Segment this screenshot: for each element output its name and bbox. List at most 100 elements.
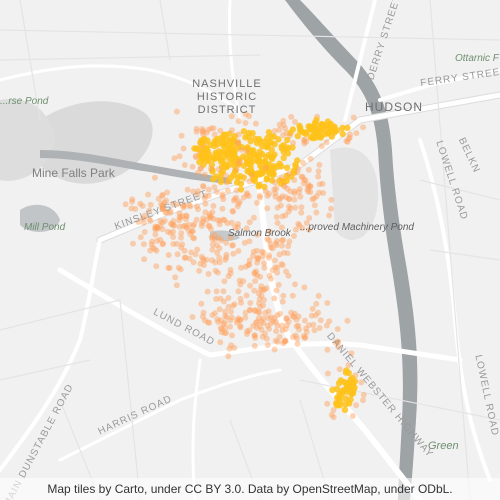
density-point xyxy=(141,256,148,263)
density-point xyxy=(334,394,341,401)
density-point xyxy=(258,248,265,255)
density-point xyxy=(330,407,337,414)
density-point xyxy=(148,241,155,248)
density-point xyxy=(137,234,144,241)
density-point xyxy=(198,223,205,229)
density-point xyxy=(278,143,285,150)
density-point xyxy=(172,274,179,281)
density-point xyxy=(184,186,191,193)
density-point xyxy=(347,396,354,403)
density-point xyxy=(312,312,319,319)
density-point xyxy=(223,251,230,258)
map-attribution: Map tiles by Carto, under CC BY 3.0. Dat… xyxy=(0,478,500,500)
density-point xyxy=(231,196,238,202)
density-point xyxy=(324,300,331,306)
density-point xyxy=(219,205,226,212)
density-point xyxy=(244,328,251,335)
density-point xyxy=(281,338,288,344)
density-point xyxy=(139,202,146,209)
density-point xyxy=(228,219,235,226)
density-point xyxy=(240,174,247,181)
density-point xyxy=(159,203,166,210)
ottarnic-label: Ottarnic F xyxy=(455,53,499,64)
density-point xyxy=(209,236,216,243)
density-point xyxy=(262,309,269,316)
density-point xyxy=(255,290,262,297)
density-point xyxy=(285,272,292,279)
density-point xyxy=(161,217,168,224)
density-point xyxy=(242,263,249,270)
density-point xyxy=(272,257,278,264)
density-point xyxy=(246,219,253,226)
density-point xyxy=(318,143,325,150)
density-point xyxy=(307,155,314,162)
density-point xyxy=(186,255,193,262)
density-point xyxy=(191,145,198,152)
density-point xyxy=(190,259,197,266)
density-point xyxy=(237,186,245,193)
density-point xyxy=(291,190,298,197)
density-point xyxy=(152,226,159,233)
density-point xyxy=(227,174,235,181)
density-point xyxy=(201,135,208,142)
density-point xyxy=(261,260,267,267)
density-point xyxy=(158,201,165,207)
density-point xyxy=(260,320,267,327)
density-point xyxy=(215,166,222,173)
density-point xyxy=(206,319,213,326)
density-point xyxy=(291,310,298,317)
density-point xyxy=(252,120,259,127)
density-point xyxy=(177,214,184,221)
density-point xyxy=(152,231,159,238)
density-point xyxy=(278,175,285,182)
density-point xyxy=(223,161,230,168)
density-point xyxy=(273,242,280,249)
density-point xyxy=(178,244,185,251)
density-point xyxy=(220,298,227,305)
density-point xyxy=(165,252,172,258)
merrimack-river xyxy=(285,0,418,500)
density-point xyxy=(295,313,302,320)
density-point xyxy=(280,292,287,299)
density-point xyxy=(203,129,210,136)
density-point xyxy=(259,168,266,175)
density-point xyxy=(159,202,166,209)
density-point xyxy=(309,196,316,203)
density-point xyxy=(254,272,261,279)
density-point xyxy=(278,224,285,231)
derry-street-road xyxy=(343,0,377,122)
density-point xyxy=(271,346,278,353)
density-point xyxy=(200,257,207,264)
density-point xyxy=(299,173,306,180)
density-point xyxy=(285,171,292,178)
density-point xyxy=(279,298,286,305)
density-point xyxy=(304,186,311,193)
density-point xyxy=(240,278,247,285)
density-point xyxy=(279,242,285,249)
density-point xyxy=(305,188,312,195)
density-point xyxy=(176,210,183,217)
density-point xyxy=(277,195,284,202)
density-point xyxy=(258,318,265,325)
density-point xyxy=(206,223,213,230)
density-point xyxy=(271,186,278,193)
density-point xyxy=(227,234,234,241)
density-point xyxy=(153,263,160,270)
density-point xyxy=(252,319,259,326)
density-point xyxy=(229,136,236,143)
density-point xyxy=(257,194,263,201)
density-point xyxy=(220,288,227,295)
density-point xyxy=(167,229,174,236)
density-point xyxy=(140,241,147,248)
density-point xyxy=(266,190,272,197)
density-point xyxy=(183,212,190,219)
density-point xyxy=(254,259,261,266)
north-road xyxy=(227,0,242,122)
density-point xyxy=(345,135,352,142)
density-point xyxy=(297,127,304,134)
density-point xyxy=(296,222,303,229)
density-point xyxy=(283,172,290,180)
density-point xyxy=(242,111,249,117)
density-point xyxy=(162,209,169,216)
